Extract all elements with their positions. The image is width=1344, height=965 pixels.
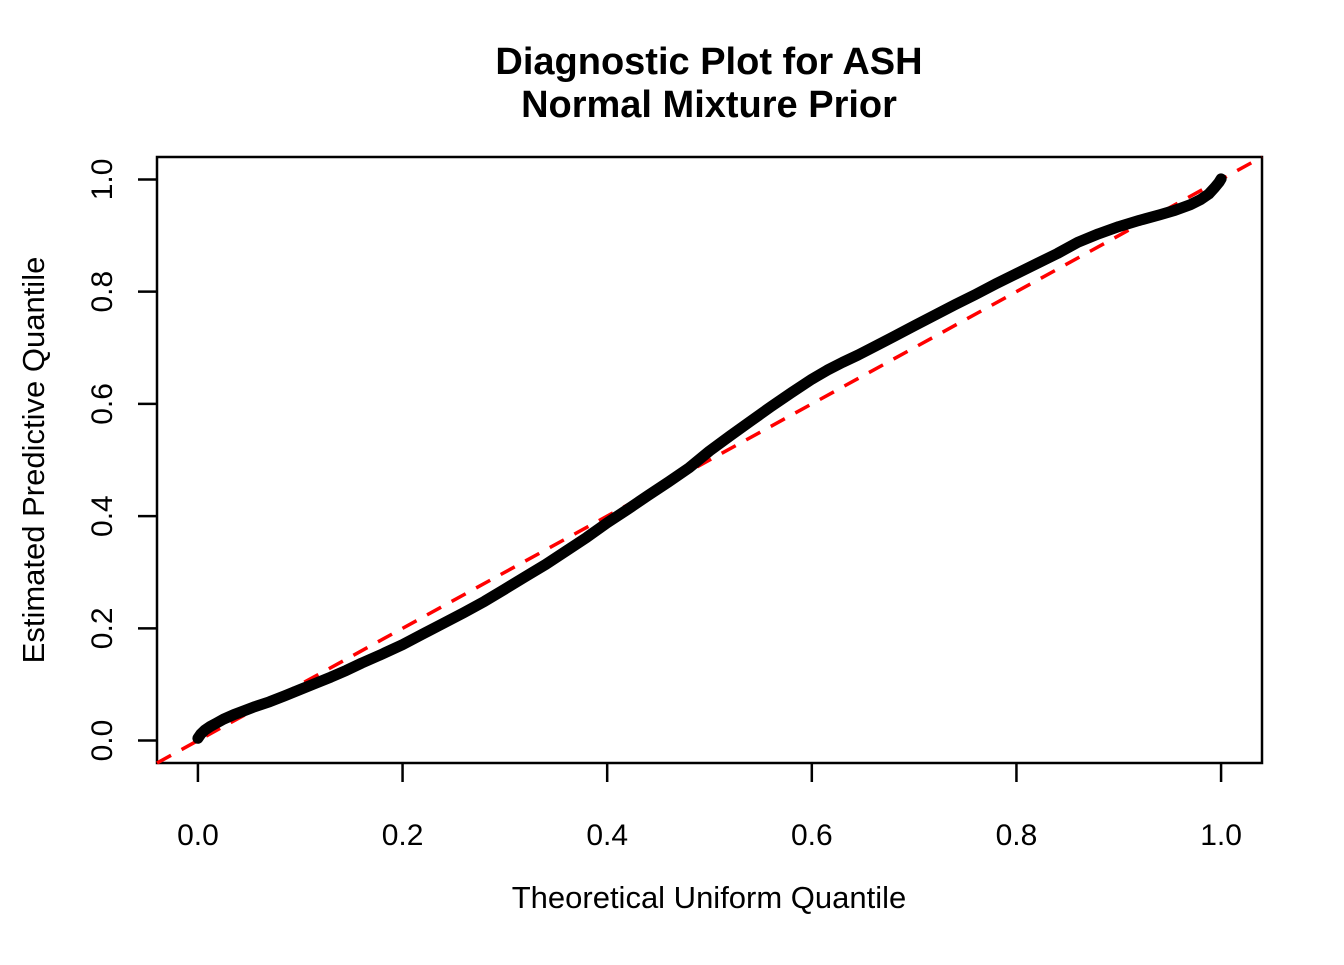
- y-tick-label: 0.6: [86, 383, 119, 425]
- chart-title-line2: Normal Mixture Prior: [521, 84, 897, 126]
- x-axis-title: Theoretical Uniform Quantile: [512, 880, 907, 915]
- x-axis: 0.0 0.2 0.4 0.6 0.8 1.0: [177, 763, 1242, 852]
- x-tick-label: 0.8: [996, 819, 1038, 852]
- plot-box: [155, 155, 1264, 765]
- y-axis-title: Estimated Predictive Quantile: [16, 257, 51, 664]
- x-tick-label: 0.6: [791, 819, 833, 852]
- y-tick-label: 0.2: [86, 607, 119, 649]
- y-tick-label: 1.0: [86, 159, 119, 201]
- x-tick-label: 1.0: [1200, 819, 1242, 852]
- x-tick-label: 0.2: [382, 819, 424, 852]
- y-tick-label: 0.0: [86, 720, 119, 762]
- x-tick-label: 0.0: [177, 819, 219, 852]
- y-axis: 0.0 0.2 0.4 0.6 0.8 1.0: [86, 159, 157, 762]
- x-tick-label: 0.4: [586, 819, 628, 852]
- y-tick-label: 0.4: [86, 495, 119, 537]
- y-tick-label: 0.8: [86, 271, 119, 313]
- identity-reference-line: [156, 155, 1263, 765]
- chart-title-line1: Diagnostic Plot for ASH: [495, 41, 922, 83]
- qq-curve: [192, 173, 1227, 744]
